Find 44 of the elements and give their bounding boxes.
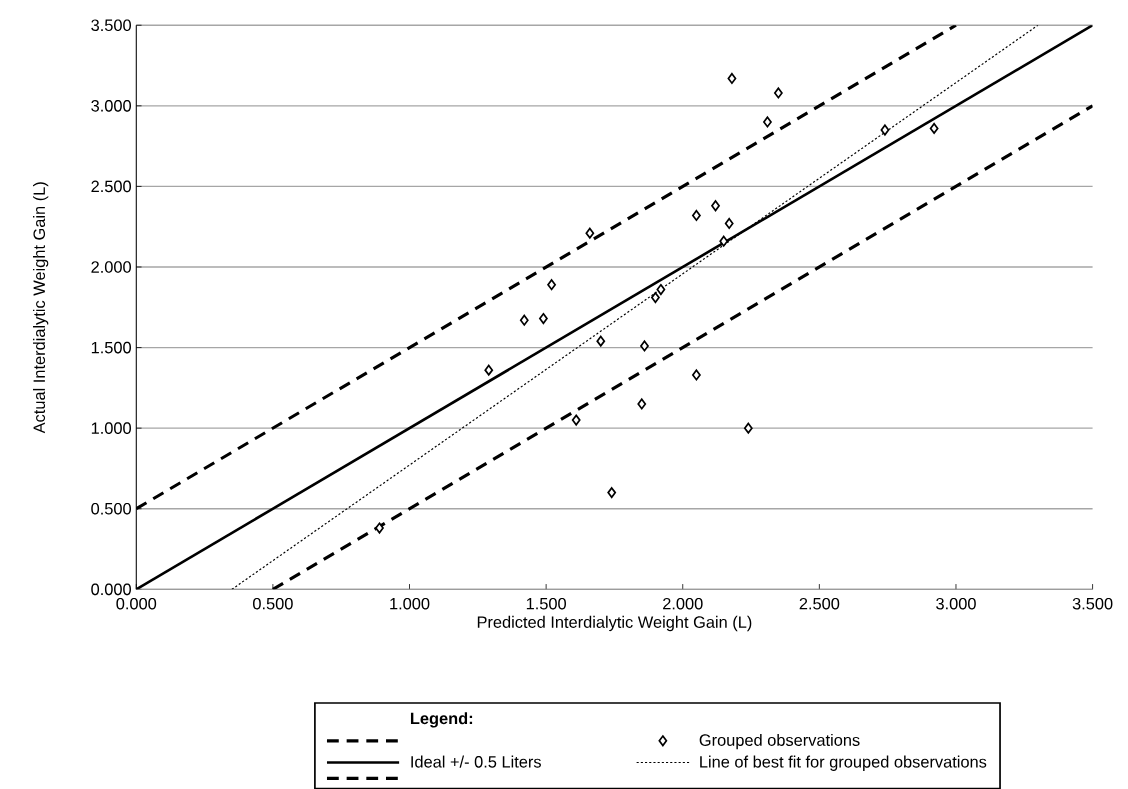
x-tick-label: 0.000 — [116, 597, 157, 610]
legend-title: Legend: — [410, 712, 473, 728]
point — [375, 522, 384, 534]
point — [637, 398, 647, 410]
point — [585, 227, 595, 239]
point — [727, 72, 737, 84]
point — [719, 235, 729, 247]
point — [929, 122, 939, 134]
y-tick-label: 3.500 — [91, 19, 131, 31]
point — [656, 283, 666, 295]
point — [880, 124, 890, 136]
legend-label: Line of best fit for grouped observations — [700, 755, 987, 771]
point — [773, 87, 783, 99]
y-tick-label: 2.000 — [91, 261, 131, 273]
legend-label: Ideal +/- 0.5 Liters — [411, 755, 541, 768]
x-tick-label: 2.500 — [799, 597, 840, 610]
y-tick-label: 0.500 — [91, 502, 131, 515]
y-axis-title: Actual Interdialytic Weight Gain (L) — [33, 182, 49, 434]
point — [692, 369, 701, 381]
point — [640, 340, 649, 352]
x-tick-label: 1.000 — [390, 597, 430, 610]
y-tick-label: 1.500 — [91, 341, 131, 354]
y-tick-label: 2.500 — [91, 180, 131, 193]
x-tick-label: 2.000 — [663, 597, 703, 610]
y-tick-label: 0.000 — [91, 583, 131, 595]
y-tick-label: 1.000 — [91, 422, 131, 434]
point — [539, 312, 548, 324]
x-tick-label: 1.500 — [526, 597, 566, 610]
point — [571, 414, 581, 426]
point — [763, 116, 772, 128]
x-tick-label: 3.500 — [1072, 597, 1113, 610]
point — [519, 314, 529, 326]
point — [711, 200, 720, 212]
point — [596, 335, 606, 347]
y-tick-label: 3.000 — [91, 99, 131, 112]
point — [743, 422, 753, 434]
point — [607, 486, 617, 499]
point — [692, 209, 701, 221]
x-axis-title: Predicted Interdialytic Weight Gain (L) — [477, 615, 752, 631]
point — [484, 364, 494, 376]
legend-label: Grouped observations — [699, 733, 860, 750]
point — [724, 217, 734, 229]
x-tick-label: 3.000 — [936, 597, 976, 610]
x-tick-label: 0.500 — [253, 597, 293, 610]
